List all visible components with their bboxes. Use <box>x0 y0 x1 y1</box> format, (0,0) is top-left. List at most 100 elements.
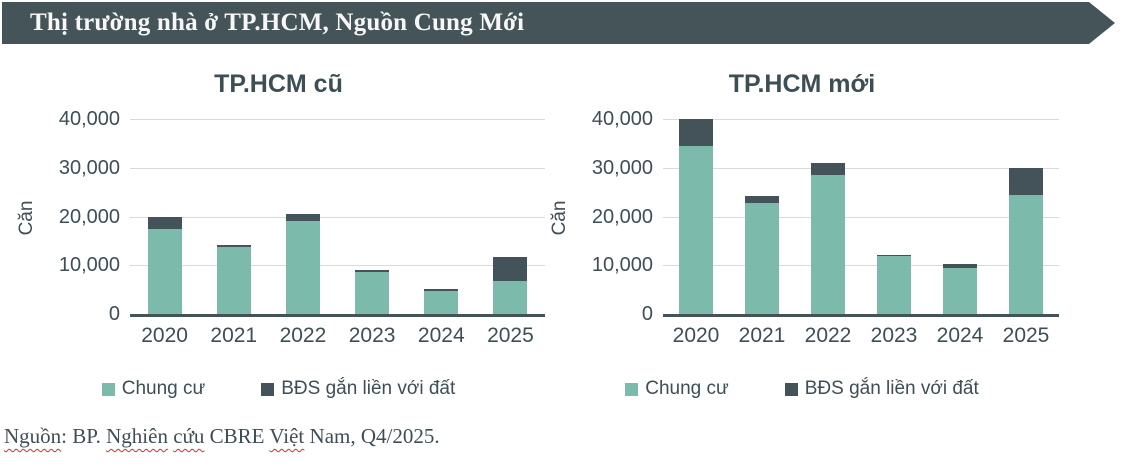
bar-segment-teal <box>1009 195 1043 314</box>
bar-slot <box>795 119 861 314</box>
legend-label: Chung cư <box>645 378 729 399</box>
plot-column: 2020 2021 2022 2023 2024 2025 <box>663 119 1059 348</box>
y-tick-label: 40,000 <box>591 108 653 130</box>
x-tick-label: 2022 <box>804 324 852 347</box>
legend: Chung cư BĐS gắn liền với đất <box>12 378 545 400</box>
chart-tphcm-cu: TP.HCM cũ Căn 0 10,000 20,000 30,000 40,000 … <box>0 44 545 400</box>
x-tick-label: 2024 <box>417 324 465 347</box>
gridline <box>663 119 1059 120</box>
stacked-bar <box>424 289 459 314</box>
header-banner: Thị trường nhà ở TP.HCM, Nguồn Cung Mới <box>2 2 1115 44</box>
stacked-bar <box>1009 168 1043 314</box>
gridline <box>663 216 1059 218</box>
gridline <box>130 265 545 267</box>
y-axis-title: Căn <box>549 200 570 236</box>
gridline <box>130 119 545 120</box>
bar-segment-dark <box>1009 168 1043 195</box>
x-tick-label: 2021 <box>210 324 258 347</box>
bar-slot <box>130 119 199 314</box>
chart-title: TP.HCM mới <box>728 70 876 98</box>
bar-slot <box>729 119 795 314</box>
chart-body: Căn 0 10,000 20,000 30,000 40,000 2020 2021 20… <box>545 109 1059 348</box>
bar-segment-teal <box>493 281 528 314</box>
bar-segment-teal <box>745 203 779 314</box>
y-axis-tick-labels: 0 10,000 20,000 30,000 40,000 <box>42 109 130 324</box>
charts-row: TP.HCM cũ Căn 0 10,000 20,000 30,000 40,000 … <box>0 44 1123 400</box>
gridline <box>130 167 545 169</box>
gridline <box>130 216 545 218</box>
stacked-bar <box>877 255 911 314</box>
y-tick-label: 30,000 <box>58 156 120 179</box>
x-axis-tick-labels: 2020 2021 2022 2023 2024 2025 <box>663 324 1059 348</box>
source-text: : BP. <box>61 424 107 448</box>
y-tick-label: 20,000 <box>591 205 653 228</box>
bar-segment-dark <box>216 245 251 247</box>
bar-slot <box>927 119 993 314</box>
x-tick-label: 2023 <box>348 324 396 347</box>
y-tick-label: 40,000 <box>58 108 120 130</box>
y-tick-label: 30,000 <box>591 156 653 179</box>
x-axis-tick-labels: 2020 2021 2022 2023 2024 2025 <box>130 324 545 348</box>
bar-segment-dark <box>877 255 911 256</box>
bars-layer <box>130 119 545 314</box>
x-tick-label: 2020 <box>141 324 188 347</box>
legend-swatch-dark <box>784 382 798 396</box>
stacked-bar <box>943 264 977 314</box>
x-tick-label: 2023 <box>870 324 918 347</box>
bar-segment-dark <box>679 119 713 146</box>
bar-slot <box>663 119 729 314</box>
stacked-bar <box>679 119 713 314</box>
bar-segment-dark <box>745 196 779 203</box>
gridline <box>663 265 1059 267</box>
legend-item: Chung cư <box>101 378 206 400</box>
bar-segment-dark <box>493 257 528 281</box>
x-tick-label: 2025 <box>1002 324 1050 347</box>
legend: Chung cư BĐS gắn liền với đất <box>545 378 1059 400</box>
plot-area <box>130 119 545 317</box>
spellcheck-word: Nguồn <box>4 424 62 448</box>
x-tick-label: 2025 <box>487 324 534 347</box>
legend-label: BĐS gắn liền với đất <box>281 378 456 399</box>
stacked-bar <box>745 196 779 314</box>
gridline <box>663 167 1059 169</box>
stacked-bar <box>811 163 845 314</box>
stacked-bar <box>493 257 528 314</box>
bar-slot <box>268 119 337 314</box>
plot-area <box>663 119 1059 317</box>
y-tick-label: 10,000 <box>591 254 653 277</box>
x-tick-label: 2022 <box>279 324 327 347</box>
legend-swatch-teal <box>101 382 115 396</box>
bar-slot <box>407 119 476 314</box>
bar-segment-dark <box>355 270 390 272</box>
bars-layer <box>663 119 1059 314</box>
bar-segment-teal <box>147 229 182 314</box>
bar-slot <box>861 119 927 314</box>
bar-slot <box>993 119 1059 314</box>
legend-label: BĐS gắn liền với đất <box>804 378 979 399</box>
source-note: Nguồn: BP. Nghiên cứu CBRE Việt Nam, Q4/… <box>4 424 1123 449</box>
stacked-bar <box>285 214 320 314</box>
bar-segment-dark <box>147 217 182 229</box>
stacked-bar <box>216 245 251 314</box>
bar-segment-teal <box>943 268 977 314</box>
source-text: Nam, Q4/2025. <box>304 424 440 448</box>
legend-item: BĐS gắn liền với đất <box>784 378 979 400</box>
bar-slot <box>476 119 545 314</box>
bar-segment-dark <box>811 163 845 175</box>
y-tick-label: 0 <box>108 303 120 325</box>
legend-item: Chung cư <box>625 378 729 400</box>
bar-segment-teal <box>877 256 911 314</box>
chart-title: TP.HCM cũ <box>214 70 343 98</box>
x-tick-label: 2021 <box>738 324 786 347</box>
bar-segment-dark <box>424 289 459 291</box>
bar-segment-dark <box>285 214 320 221</box>
y-tick-label: 0 <box>641 303 653 325</box>
legend-swatch-dark <box>261 382 275 396</box>
page-title: Thị trường nhà ở TP.HCM, Nguồn Cung Mới <box>30 9 525 36</box>
legend-swatch-teal <box>625 382 639 396</box>
spellcheck-word: Nghiên <box>106 424 168 448</box>
bar-slot <box>338 119 407 314</box>
x-tick-label: 2024 <box>936 324 984 347</box>
legend-label: Chung cư <box>121 378 206 399</box>
source-text: CBRE <box>204 424 270 448</box>
